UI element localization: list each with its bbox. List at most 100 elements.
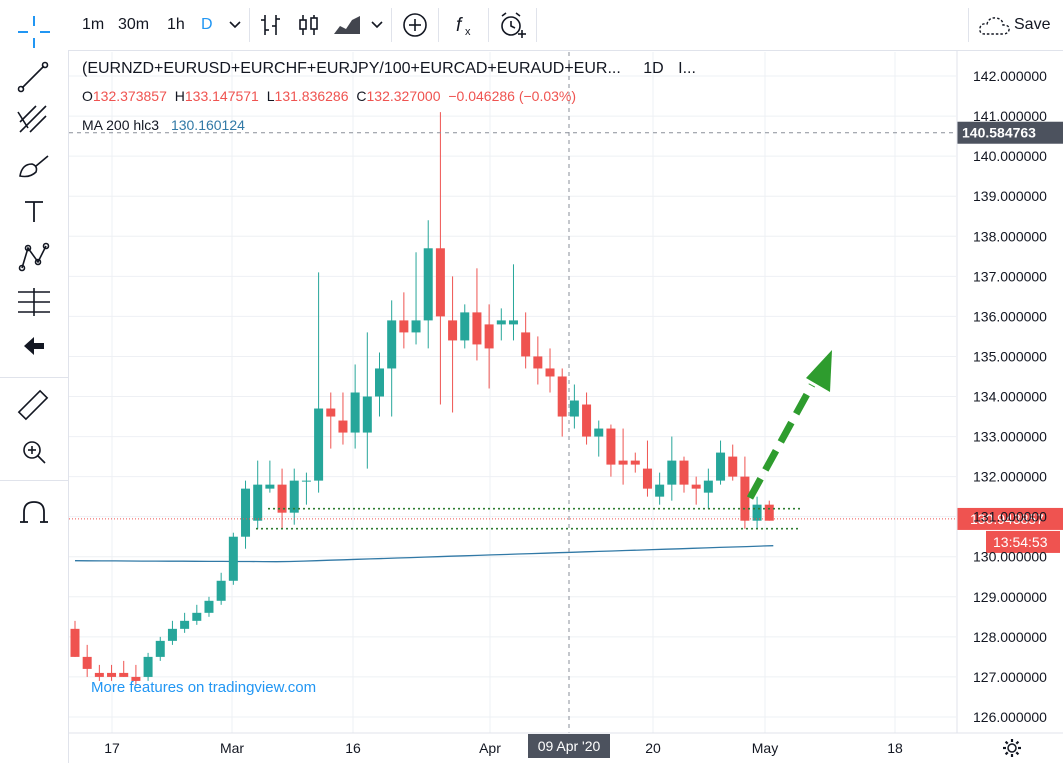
candle-body: [496, 320, 506, 325]
interval-d[interactable]: D: [201, 16, 213, 33]
candle-body: [533, 356, 543, 369]
candle-body: [716, 452, 726, 481]
price-tick-label: 129.000000: [973, 589, 1047, 605]
drawing-toolbar: [0, 0, 69, 763]
candle-body: [655, 484, 665, 497]
brush-icon[interactable]: [19, 155, 49, 178]
change-value: −0.046286 (−0.03%): [448, 88, 577, 104]
price-tick-label: 137.000000: [973, 268, 1047, 284]
toolbar-divider: [438, 8, 439, 42]
time-tick-label: 16: [345, 740, 361, 756]
low-value: 131.836286: [274, 88, 349, 104]
crosshair-icon[interactable]: [18, 16, 50, 48]
symbol-title[interactable]: (EURNZD+EURUSD+EURCHF+EURJPY/100+EURCAD+…: [82, 60, 621, 77]
price-tick-label: 134.000000: [973, 389, 1047, 405]
area-chart-icon[interactable]: [332, 12, 362, 38]
price-tick-label: 136.000000: [973, 308, 1047, 324]
high-value: 133.147571: [184, 88, 259, 104]
price-tick-label: 141.000000: [973, 108, 1047, 124]
time-tick-label: 18: [887, 740, 903, 756]
toolbar-divider: [391, 8, 392, 42]
candle-body: [143, 656, 153, 677]
crosshair-price-tag: [957, 121, 1063, 144]
ruler-icon[interactable]: [17, 389, 49, 421]
candle-body: [557, 376, 567, 417]
interval-1h[interactable]: 1h: [167, 16, 185, 33]
candle-body: [216, 580, 226, 601]
pattern-icon[interactable]: [18, 242, 50, 272]
candle-body: [484, 324, 494, 349]
time-tick-label: Mar: [220, 740, 244, 756]
ma-200-path: [74, 545, 774, 563]
candle-body: [703, 480, 713, 493]
candle-body: [277, 484, 287, 513]
price-tick-label: 130.000000: [973, 549, 1047, 565]
toolbar-divider: [536, 8, 537, 42]
interval-1m[interactable]: 1m: [82, 16, 105, 33]
interval-label: 1D: [643, 60, 664, 77]
candle-body: [265, 484, 275, 489]
forecast-icon[interactable]: [18, 288, 50, 316]
candle-body: [362, 396, 372, 433]
toolbar-divider: [968, 8, 969, 42]
magnet-icon[interactable]: [20, 501, 48, 523]
price-tick-label: 140.000000: [973, 148, 1047, 164]
save-button[interactable]: Save: [1014, 16, 1051, 33]
candle-body: [82, 656, 92, 669]
countdown-label: 13:54:53: [993, 534, 1048, 550]
candle-body: [350, 392, 360, 433]
candle-body: [582, 404, 592, 437]
candle-body: [301, 480, 311, 482]
cloud-icon[interactable]: [978, 15, 1012, 37]
candle-body: [411, 320, 421, 333]
chevron-down-icon[interactable]: [370, 18, 384, 32]
interval-30m[interactable]: 30m: [118, 16, 150, 33]
zoom-in-icon[interactable]: [23, 441, 46, 464]
trend-line-icon[interactable]: [17, 61, 49, 93]
chart-overlays: 140.584763 130.943857 13:54:53 09 Apr '20: [69, 52, 1063, 758]
compare-add-icon[interactable]: [402, 12, 428, 38]
price-tick-label: 135.000000: [973, 348, 1047, 364]
candle-body: [667, 460, 677, 485]
text-icon[interactable]: [25, 201, 43, 222]
candle-body: [107, 672, 117, 677]
candle-body: [508, 320, 518, 325]
ma-value: 130.160124: [170, 117, 245, 133]
candle-body: [375, 368, 384, 397]
candle-body: [691, 484, 701, 489]
back-arrow-icon[interactable]: [24, 337, 44, 355]
open-value: 132.373857: [92, 88, 167, 104]
settings-gear-icon[interactable]: [1001, 737, 1023, 759]
candle-body: [338, 420, 348, 433]
candle-body: [167, 628, 177, 641]
pitchfork-icon[interactable]: [17, 105, 47, 133]
tradingview-link[interactable]: More features on tradingview.com: [91, 679, 317, 696]
price-axis: 126.000000 127.000000 128.000000 129.000000…: [956, 50, 1047, 733]
candle-body: [606, 428, 616, 465]
alert-clock-icon[interactable]: [498, 11, 528, 39]
crosshair-date-label: 09 Apr '20: [538, 738, 601, 754]
legend-extra: I...: [678, 60, 696, 77]
time-tick-label: 17: [104, 740, 120, 756]
candle-body: [155, 640, 165, 657]
candle-body: [679, 460, 689, 485]
candle-body: [70, 628, 80, 657]
candle-body: [399, 320, 409, 333]
ohlc-readout: O132.373857 H133.147571 L131.836286 C132…: [82, 88, 576, 104]
candle-body: [521, 332, 531, 357]
bars-style-icon[interactable]: [258, 12, 284, 38]
bullish-arrow-shaft: [746, 383, 816, 500]
ma-label[interactable]: MA 200 hlc3: [82, 117, 160, 133]
candles-icon[interactable]: [296, 12, 322, 38]
candle-body: [618, 460, 628, 465]
price-tick-label: 126.000000: [973, 709, 1047, 725]
candle-body: [180, 620, 190, 629]
open-label: O: [82, 88, 93, 104]
last-price-label: 130.943857: [970, 511, 1044, 527]
close-label: C: [356, 88, 367, 104]
chart-legend: (EURNZD+EURUSD+EURCHF+EURJPY/100+EURCAD+…: [82, 60, 696, 78]
price-tick-label: 138.000000: [973, 228, 1047, 244]
chevron-down-icon[interactable]: [228, 18, 242, 32]
